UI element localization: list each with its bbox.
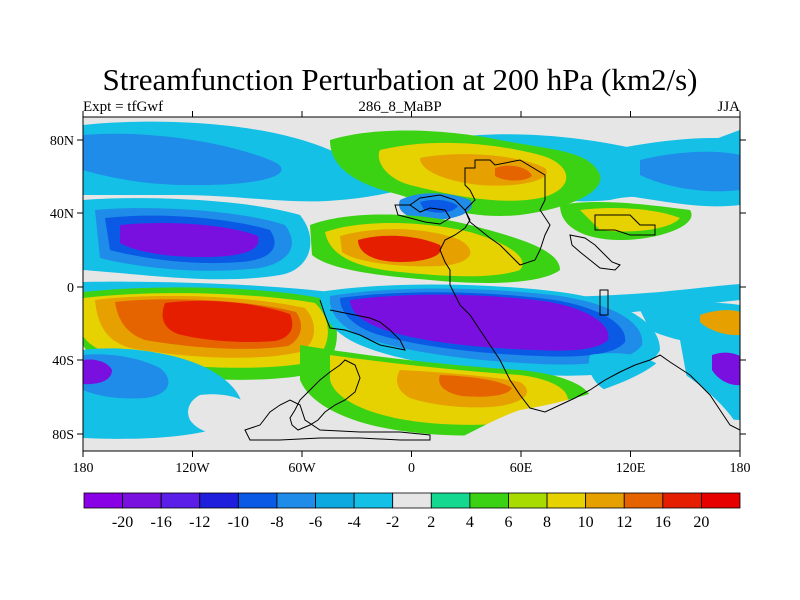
colorbar-label: 10	[578, 514, 594, 531]
contour-npac-purple	[120, 223, 259, 258]
lat-tick-marks	[77, 139, 746, 435]
contour-atlantic-neutral	[188, 394, 257, 436]
contour-shpol-purple	[83, 359, 112, 385]
lon-label-180-right: 180	[730, 461, 751, 476]
outline-asia-east	[569, 234, 621, 271]
colorbar-swatch	[701, 492, 741, 509]
colorbar-swatch	[83, 492, 123, 509]
lon-label-60e: 60E	[510, 461, 533, 476]
colorbar: -20 -16 -12 -10 -8 -6 -4 -2 2 4 6 8 10 12 16 20	[83, 492, 741, 531]
period-label: 286_8_MaBP	[358, 99, 442, 115]
colorbar-label: 12	[616, 514, 632, 531]
outline-antarctic-block	[244, 399, 431, 441]
colorbar-swatch	[237, 492, 278, 509]
contour-antarctic-neutral	[430, 360, 740, 451]
lon-label-120w: 120W	[175, 461, 210, 476]
contour-natl-red	[358, 235, 442, 262]
outline-north-piece	[394, 204, 451, 225]
contour-nh-red	[495, 165, 532, 181]
colorbar-swatch	[623, 492, 664, 509]
lon-label-60w: 60W	[288, 461, 316, 476]
colorbar-label: -6	[309, 514, 322, 531]
lat-label-40s: 40S	[52, 354, 74, 369]
contour-spac-red	[162, 300, 293, 343]
lat-label-0: 0	[67, 281, 74, 296]
lon-tick-labels: 180 120W 60W 0 60E 120E 180	[73, 461, 751, 476]
outline-europe	[409, 194, 740, 431]
colorbar-label: 4	[466, 514, 474, 531]
continent-outlines	[244, 159, 740, 441]
experiment-label: Expt = tfGwf	[83, 99, 164, 115]
colorbar-swatch	[122, 492, 162, 509]
colorbar-label: 20	[693, 514, 709, 531]
colorbar-swatch	[392, 492, 432, 509]
colorbar-swatch	[199, 492, 239, 509]
colorbar-swatch	[430, 492, 471, 509]
colorbar-label: -2	[386, 514, 399, 531]
colorbar-swatch	[160, 492, 201, 509]
colorbar-label: -10	[228, 514, 249, 531]
lat-label-40n: 40N	[50, 207, 74, 222]
outline-india-strip	[599, 289, 609, 316]
streamfunction-field	[83, 117, 740, 451]
season-label: JJA	[717, 99, 740, 115]
contour-europe-darkblue	[420, 199, 458, 213]
colorbar-swatch	[315, 492, 355, 509]
colorbar-swatch	[585, 492, 625, 509]
colorbar-swatch	[353, 492, 394, 509]
colorbar-label: 6	[504, 514, 512, 531]
contour-ne-lightblue	[640, 151, 740, 192]
colorbar-label: -12	[189, 514, 210, 531]
contour-shpol-east-purple	[712, 352, 740, 386]
colorbar-label: 8	[543, 514, 551, 531]
contour-sio-purple	[350, 294, 609, 351]
map-title: Streamfunction Perturbation at 200 hPa (…	[102, 62, 698, 97]
colorbar-swatch	[546, 492, 587, 509]
outline-asia-block	[594, 214, 656, 236]
lon-label-180-left: 180	[73, 461, 94, 476]
lat-label-80s: 80S	[52, 428, 74, 443]
lon-label-0: 0	[408, 461, 415, 476]
lat-tick-labels: 80N 40N 0 40S 80S	[50, 134, 74, 443]
lon-label-120e: 120E	[616, 461, 646, 476]
colorbar-label: -4	[347, 514, 360, 531]
colorbar-label: -8	[270, 514, 283, 531]
contour-nh-lightblue	[83, 133, 282, 186]
contour-sepac-orange	[700, 310, 740, 336]
colorbar-swatch	[508, 492, 548, 509]
lon-tick-marks	[82, 111, 741, 457]
lat-label-80n: 80N	[50, 134, 74, 149]
colorbar-swatch	[469, 492, 509, 509]
colorbar-label: -16	[151, 514, 172, 531]
colorbar-label: 2	[427, 514, 435, 531]
contour-sh-red	[439, 375, 512, 397]
colorbar-swatch	[276, 492, 316, 509]
outline-gondwana-west	[319, 299, 406, 351]
colorbar-label: -20	[112, 514, 133, 531]
colorbar-label: 16	[655, 514, 671, 531]
outline-south-america	[289, 359, 361, 431]
colorbar-swatch	[662, 492, 702, 509]
